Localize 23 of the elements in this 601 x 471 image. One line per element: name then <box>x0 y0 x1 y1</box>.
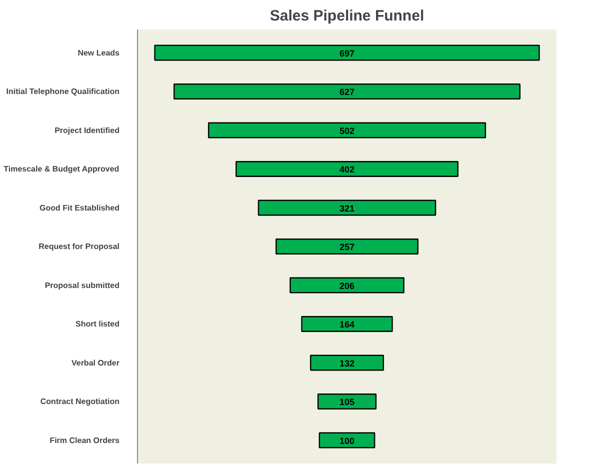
category-label: New Leads <box>78 48 120 58</box>
data-label: 697 <box>339 48 355 58</box>
data-label: 164 <box>339 320 355 330</box>
data-label: 402 <box>339 164 355 174</box>
category-label: Proposal submitted <box>44 280 120 290</box>
data-label: 100 <box>339 436 355 446</box>
data-label: 502 <box>339 126 355 136</box>
category-label: Project Identified <box>54 126 120 135</box>
category-label: Contract Negotiation <box>40 397 120 406</box>
category-label: Firm Clean Orders <box>50 436 120 445</box>
data-label: 105 <box>339 397 355 407</box>
category-label: Initial Telephone Qualification <box>6 87 120 96</box>
category-label: Timescale & Budget Approved <box>4 164 120 174</box>
data-label: 627 <box>339 87 355 97</box>
data-label: 132 <box>339 358 355 368</box>
text: Sales Pipeline Funnel <box>270 8 424 24</box>
category-label: Good Fit Established <box>39 203 120 212</box>
data-label: 257 <box>339 242 355 252</box>
data-label: 206 <box>339 280 355 291</box>
category-label: Request for Proposal <box>38 242 120 251</box>
category-label: Verbal Order <box>71 358 120 368</box>
category-label: Short listed <box>75 320 120 328</box>
data-label: 321 <box>339 203 355 214</box>
